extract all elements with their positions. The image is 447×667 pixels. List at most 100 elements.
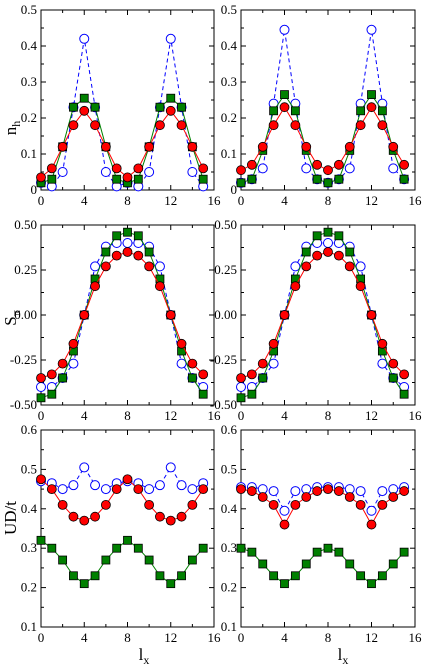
y-tick-label: 0.5: [21, 2, 37, 17]
y-tick-label: 0.2: [21, 580, 37, 595]
data-point: [236, 484, 246, 495]
panel-1-1: 0 4 8 12 16-0.50-0.250.000.250.50: [210, 217, 422, 423]
data-point: [165, 33, 176, 44]
data-point: [155, 571, 165, 581]
data-point: [198, 543, 208, 553]
data-point: [367, 579, 376, 589]
data-point: [258, 373, 268, 383]
data-point: [269, 571, 279, 581]
x-tick-label: 12: [365, 193, 378, 208]
series-line-circle: [240, 488, 405, 526]
data-point: [198, 174, 208, 184]
data-point: [257, 141, 268, 152]
data-point: [101, 247, 111, 257]
data-point: [377, 571, 387, 581]
data-point: [301, 141, 312, 152]
x-tick-label: 8: [124, 408, 131, 423]
data-point: [323, 227, 333, 237]
data-point: [177, 571, 186, 581]
data-point: [187, 167, 198, 177]
data-point: [355, 120, 366, 131]
data-point: [356, 571, 366, 581]
data-point: [187, 373, 197, 383]
panel-0-0: 0 4 8 12 16 0 0.1 0.2 0.3 0.4 0.5: [21, 2, 221, 208]
data-point: [290, 120, 301, 131]
data-point: [144, 261, 155, 272]
data-point: [290, 281, 301, 292]
row-label-udt: UD/t: [1, 501, 20, 535]
xlabel-left: lx: [139, 645, 150, 667]
panel-1-0: 0 4 8 12 16 -0.50 -0.25 0.00 0.25 0.50: [10, 217, 221, 423]
xlabel-right: lx: [338, 645, 349, 667]
x-tick-label: 16: [208, 408, 222, 423]
x-tick-label: 8: [325, 193, 332, 208]
data-point: [323, 238, 333, 248]
data-point: [399, 389, 409, 399]
data-point: [176, 120, 187, 131]
y-tick-label: 0.00: [214, 307, 237, 322]
data-point: [246, 159, 257, 170]
data-point: [367, 90, 376, 99]
data-point: [334, 174, 344, 184]
data-point: [176, 480, 187, 491]
data-point: [345, 559, 355, 569]
y-tick-label: 0.50: [214, 217, 237, 232]
data-point: [279, 102, 290, 113]
data-point: [165, 462, 176, 473]
series-line-square: [40, 539, 204, 585]
data-point: [388, 163, 399, 174]
data-point: [166, 579, 176, 589]
data-point: [356, 106, 366, 116]
x-tick-label: 16: [208, 193, 222, 208]
data-point: [187, 141, 198, 152]
data-point: [334, 547, 344, 557]
data-point: [176, 358, 187, 369]
y-tick-label: 0.1: [221, 619, 237, 634]
data-point: [246, 369, 257, 380]
data-point: [68, 338, 79, 349]
data-point: [36, 393, 46, 403]
data-point: [312, 174, 322, 184]
x-tick-label: 12: [365, 630, 378, 645]
data-point: [236, 165, 246, 176]
data-point: [280, 90, 289, 99]
data-point: [366, 519, 377, 530]
y-tick-label: 0.5: [221, 461, 237, 476]
y-tick-label: -0.50: [210, 397, 237, 412]
data-point: [377, 499, 388, 510]
data-point: [246, 486, 257, 496]
data-point: [68, 120, 79, 131]
x-tick-label: 0: [38, 630, 45, 645]
y-tick-label: 0.3: [221, 540, 237, 555]
data-point: [312, 547, 322, 557]
data-point: [236, 382, 246, 392]
data-point: [366, 310, 377, 320]
data-point: [100, 499, 111, 510]
y-tick-label: 0.6: [221, 422, 238, 437]
data-point: [90, 120, 100, 131]
series-line-circle-open: [241, 486, 405, 512]
data-point: [90, 571, 100, 581]
x-tick-label: 16: [208, 630, 222, 645]
x-tick-label: 4: [81, 630, 88, 645]
x-tick-label: 4: [81, 193, 88, 208]
y-tick-label: 0: [31, 182, 38, 197]
data-point: [377, 486, 388, 497]
data-point: [236, 393, 246, 403]
series-line-circle-open: [40, 466, 204, 490]
y-tick-label: 0.25: [14, 262, 37, 277]
data-point: [79, 33, 90, 44]
series-line-circle: [40, 251, 204, 379]
series-line-square: [40, 97, 204, 184]
data-point: [312, 159, 323, 170]
data-point: [279, 505, 290, 516]
data-point: [355, 499, 366, 510]
data-point: [47, 174, 57, 184]
data-point: [268, 338, 279, 349]
row-label-nh: nh: [1, 121, 23, 136]
data-point: [323, 484, 333, 495]
data-point: [333, 486, 344, 496]
data-point: [301, 559, 311, 569]
data-point: [133, 484, 144, 495]
data-point: [323, 543, 333, 553]
